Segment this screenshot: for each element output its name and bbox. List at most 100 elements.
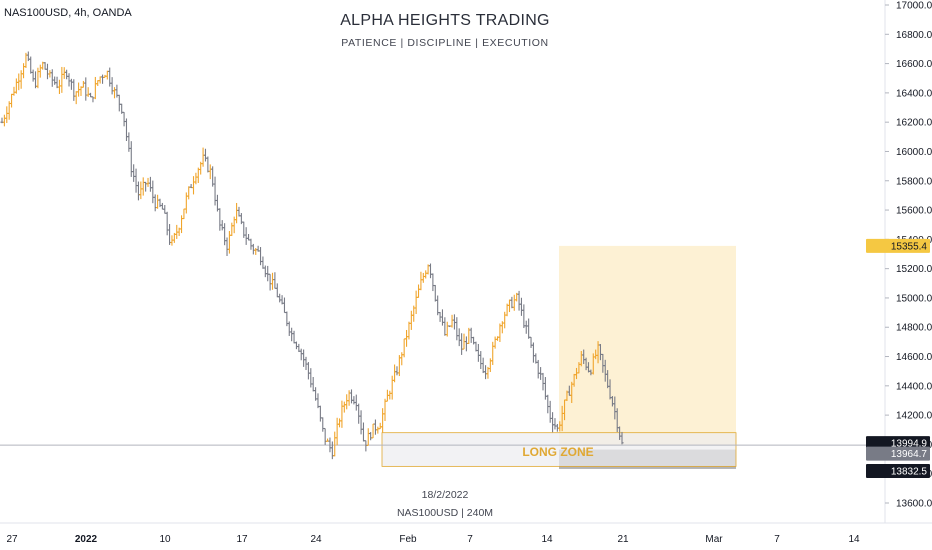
ohlc-bar [136, 181, 141, 201]
ohlc-bar [74, 91, 78, 105]
ohlc-bar [364, 440, 368, 452]
ohlc-bar [151, 180, 155, 204]
target-zone [559, 245, 736, 446]
ohlc-bar [12, 86, 16, 96]
x-tick-label: 27 [6, 534, 18, 545]
y-tick-label: 16800.0 [896, 30, 932, 41]
x-tick-label: 21 [617, 534, 629, 545]
ohlc-bar [67, 73, 71, 87]
ohlc-bar [36, 67, 40, 89]
axes [0, 0, 932, 524]
ohlc-bar [433, 284, 437, 302]
ohlc-bar [359, 410, 363, 435]
ohlc-bar [620, 431, 624, 445]
ohlc-bar [469, 327, 473, 343]
ohlc-bar [100, 74, 105, 84]
ohlc-bar [153, 194, 157, 212]
long-zone-label: LONG ZONE [522, 445, 593, 459]
ohlc-bar [517, 290, 521, 311]
y-axis-ticks: 13600.013800.014000.014200.014400.014600… [885, 1, 932, 510]
ohlc-bar [460, 333, 464, 355]
ohlc-bar [335, 417, 339, 446]
ohlc-bar [203, 148, 208, 162]
ohlc-bar [337, 418, 342, 428]
ohlc-bar [450, 314, 454, 328]
ohlc-bar [2, 114, 6, 127]
ohlc-bar [392, 364, 397, 383]
ohlc-bar [395, 366, 399, 376]
price-tag-label: 13994.9 [891, 439, 928, 450]
ohlc-bar [421, 272, 425, 283]
price-tag-label: 15355.4 [891, 241, 928, 252]
ohlc-bar [232, 216, 236, 234]
date-note: 18/2/2022 [422, 489, 469, 501]
x-tick-label: Feb [399, 534, 417, 545]
ohlc-bar [110, 77, 114, 95]
ohlc-bar [165, 211, 169, 236]
ohlc-bar [163, 205, 167, 214]
ohlc-bar [357, 403, 361, 424]
x-axis-ticks: 27 2022 10 17 24 Feb 7 14 21 Mar 7 14 [6, 534, 860, 545]
ohlc-bar [155, 194, 160, 209]
x-tick-label: Mar [705, 534, 723, 545]
ohlc-bar [258, 247, 263, 266]
symbol-label: NAS100USD, 4h, OANDA [4, 7, 132, 19]
ohlc-bar [302, 349, 306, 367]
ohlc-bar [124, 118, 129, 142]
y-tick-label: 15000.0 [896, 293, 932, 304]
ohlc-bar [366, 428, 370, 446]
y-tick-label: 15200.0 [896, 264, 932, 275]
chart-title: ALPHA HEIGHTS TRADING [340, 12, 550, 29]
ohlc-bar [86, 87, 90, 97]
ohlc-bar [340, 400, 344, 428]
y-tick-label: 15600.0 [896, 206, 932, 217]
ohlc-bar [522, 304, 526, 329]
ohlc-bar [14, 78, 18, 94]
ohlc-bar [81, 80, 85, 88]
ohlc-bar [503, 311, 507, 329]
ohlc-bar [318, 405, 322, 422]
ohlc-bar [402, 338, 406, 358]
x-tick-label: 7 [774, 534, 780, 545]
ohlc-bar [220, 220, 224, 231]
ohlc-bar [498, 323, 502, 342]
x-tick-label: 17 [236, 534, 248, 545]
ohlc-bar [529, 336, 533, 348]
y-tick-label: 14800.0 [896, 323, 932, 334]
ohlc-bar [38, 64, 42, 78]
ohlc-bar [299, 348, 303, 361]
ohlc-bar [213, 176, 217, 206]
ohlc-bar [373, 419, 378, 435]
ohlc-bar [5, 106, 9, 124]
y-tick-label: 16600.0 [896, 59, 932, 70]
ohlc-bar [479, 351, 483, 370]
ohlc-bar [519, 297, 524, 316]
position-zones [0, 245, 885, 469]
ohlc-bar [404, 329, 409, 347]
ohlc-bar [69, 78, 74, 90]
ohlc-bar [390, 375, 394, 400]
ohlc-bar [294, 341, 299, 350]
ohlc-bar [333, 431, 337, 457]
symbol-note: NAS100USD | 240M [397, 507, 493, 519]
ohlc-bar [311, 377, 315, 392]
y-tick-label: 16200.0 [896, 118, 932, 129]
ohlc-bar [249, 238, 253, 250]
ohlc-bar [65, 69, 69, 80]
ohlc-bar [342, 401, 346, 413]
ohlc-bar [330, 441, 334, 460]
ohlc-bar [146, 177, 150, 187]
ohlc-bar [266, 265, 270, 282]
y-tick-label: 16400.0 [896, 88, 932, 99]
ohlc-bar [117, 94, 121, 112]
ohlc-bar [263, 265, 267, 278]
ohlc-bar [206, 156, 210, 173]
ohlc-bar [304, 356, 308, 371]
ohlc-bar [55, 76, 59, 89]
ohlc-bar [53, 76, 57, 85]
ohlc-bar [287, 321, 291, 336]
ohlc-bar [455, 317, 459, 341]
